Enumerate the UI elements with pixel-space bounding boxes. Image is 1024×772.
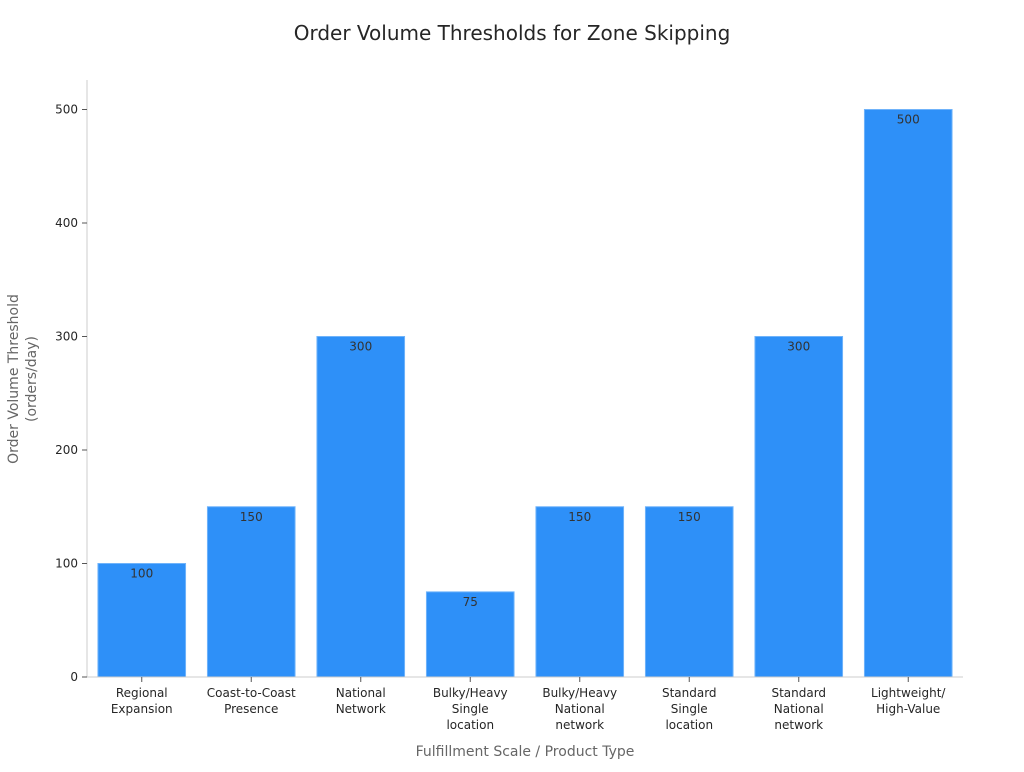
x-tick-label-line: Single (671, 702, 708, 716)
x-tick-label: Bulky/Heavy National network (542, 686, 617, 732)
bar (206, 506, 296, 678)
x-tick-label-line: National (555, 702, 605, 716)
y-axis-label-line: (orders/day) (24, 336, 40, 422)
x-tick-label-line: network (774, 718, 823, 732)
bar (316, 336, 406, 678)
y-axis-label: Order Volume Threshold (orders/day) (6, 294, 40, 464)
x-tick-label-line: Expansion (111, 702, 173, 716)
x-tick-label-line: Bulky/Heavy (433, 686, 508, 700)
y-ticks-group: 0 100 200 300 400 500 (55, 103, 87, 684)
data-labels-group: 100 150 300 75 150 150 300 500 (130, 113, 919, 609)
bar (754, 336, 844, 678)
x-tick-label-line: Presence (224, 702, 278, 716)
x-tick-label-line: National (336, 686, 386, 700)
y-tick-label: 0 (70, 670, 78, 684)
x-tick-label-line: Single (452, 702, 489, 716)
x-tick-label: Regional Expansion (111, 686, 173, 716)
x-tick-label: Coast-to-Coast Presence (207, 686, 296, 716)
x-tick-label-line: Standard (662, 686, 717, 700)
data-label: 150 (678, 510, 701, 524)
data-label: 75 (463, 595, 478, 609)
data-label: 300 (349, 340, 372, 354)
x-tick-label-line: Regional (116, 686, 168, 700)
bar (97, 563, 187, 678)
data-label: 100 (130, 567, 153, 581)
x-tick-label-line: Coast-to-Coast (207, 686, 296, 700)
bar (425, 591, 515, 678)
x-axis-label: Fulfillment Scale / Product Type (416, 744, 635, 760)
bars-group (97, 109, 953, 678)
data-label: 300 (787, 340, 810, 354)
x-tick-label-line: Lightweight/ (871, 686, 946, 700)
x-tick-label-line: Network (336, 702, 386, 716)
data-label: 150 (240, 510, 263, 524)
x-tick-label-line: network (555, 718, 604, 732)
chart-title: Order Volume Thresholds for Zone Skippin… (294, 21, 731, 45)
x-tick-label-line: High-Value (876, 702, 940, 716)
x-tick-label: Bulky/Heavy Single location (433, 686, 508, 732)
x-tick-label: Standard National network (771, 686, 826, 732)
y-tick-label: 300 (55, 330, 78, 344)
x-tick-label-line: location (665, 718, 713, 732)
x-tick-label: Lightweight/High-Value (871, 686, 946, 716)
data-label: 150 (568, 510, 591, 524)
x-tick-label-line: Standard (771, 686, 826, 700)
bar (644, 506, 734, 678)
x-ticks-group: Regional Expansion Coast-to-Coast Presence N… (111, 677, 946, 732)
data-label: 500 (897, 113, 920, 127)
y-tick-label: 400 (55, 216, 78, 230)
x-tick-label-line: National (774, 702, 824, 716)
y-tick-label: 200 (55, 443, 78, 457)
y-tick-label: 500 (55, 103, 78, 117)
x-tick-label: Standard Single location (662, 686, 717, 732)
bar (535, 506, 625, 678)
x-tick-label-line: Bulky/Heavy (542, 686, 617, 700)
axes-group (86, 80, 963, 678)
x-tick-label: National Network (336, 686, 386, 716)
y-axis-label-line: Order Volume Threshold (6, 294, 22, 464)
x-tick-label-line: location (446, 718, 494, 732)
y-tick-label: 100 (55, 557, 78, 571)
bar (863, 109, 953, 678)
